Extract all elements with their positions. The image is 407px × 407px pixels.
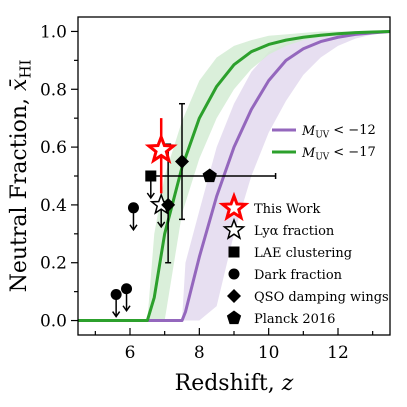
marker-circle	[127, 202, 139, 214]
line-series-1	[78, 29, 391, 323]
legend-entry: Planck 2016	[226, 310, 335, 327]
axis-ticks: 6 8 10 12 0.0 0.2 0.4 0.6 0.8 1.0	[40, 22, 374, 363]
point-circle	[110, 289, 122, 318]
data-points	[110, 102, 277, 318]
point-star-red	[144, 118, 178, 194]
legend-entry: QSO damping wings	[227, 289, 389, 305]
legend-label: LAE clustering	[254, 246, 352, 261]
y-tick-label: 0.4	[40, 196, 67, 216]
legend-entry: LAE clustering	[228, 246, 352, 261]
legend-label: MUV < −17	[301, 145, 376, 163]
band-series-2	[78, 31, 390, 321]
upper-limit-arrow	[146, 192, 155, 200]
x-tick-label: 12	[327, 343, 349, 363]
legend-label: QSO damping wings	[254, 290, 389, 305]
legend-marker-circle	[228, 268, 240, 280]
y-axis-label: Neutral Fraction, x̄HI	[7, 60, 34, 293]
marker-square	[145, 170, 157, 182]
point-circle	[127, 202, 139, 232]
line-series-2	[78, 29, 391, 323]
legend-label: Planck 2016	[254, 312, 335, 327]
legend-marker-star-red	[218, 191, 250, 222]
legend-entry: MUV < −12	[272, 123, 376, 141]
legend-entry: This Work	[218, 191, 321, 222]
x-axis-label: Redshift, z	[175, 371, 294, 396]
x-tick-label: 6	[125, 343, 136, 363]
x-tick-label: 8	[194, 343, 205, 363]
upper-limit-arrow	[129, 224, 138, 232]
legend-marker-pentagon	[226, 310, 242, 325]
x-tick-label: 10	[258, 343, 280, 363]
upper-limit-arrow	[112, 311, 121, 318]
legend-label: Lyα fraction	[254, 224, 335, 239]
legend-marker-diamond	[227, 289, 241, 303]
y-tick-label: 0.8	[40, 80, 67, 100]
point-diamond	[175, 102, 189, 221]
legend-curves: MUV < −12 MUV < −17	[272, 123, 376, 163]
marker-diamond	[161, 197, 176, 212]
legend-marker-star-open	[222, 217, 246, 240]
model-curves	[78, 29, 391, 323]
y-tick-label: 0.2	[40, 254, 67, 274]
legend-entry: MUV < −17	[272, 145, 376, 163]
marker-star-red	[144, 132, 178, 164]
point-square	[145, 170, 157, 200]
y-tick-label: 1.0	[40, 22, 67, 42]
marker-circle	[110, 289, 122, 301]
legend-label: Dark fraction	[254, 268, 343, 283]
marker-diamond	[175, 154, 189, 169]
legend-marker-square	[228, 246, 240, 258]
point-circle	[121, 283, 133, 313]
marker-circle	[121, 283, 133, 295]
point-pentagon	[153, 168, 277, 183]
legend-entry: Dark fraction	[228, 268, 343, 283]
legend-markers: This Work Lyα fraction LAE clustering Dark …	[218, 191, 389, 327]
legend-label: MUV < −12	[301, 123, 376, 141]
y-tick-label: 0.6	[40, 138, 67, 158]
upper-limit-arrow	[122, 305, 131, 313]
legend-entry: Lyα fraction	[222, 217, 335, 240]
marker-pentagon	[202, 168, 217, 183]
legend-label: This Work	[254, 202, 321, 217]
upper-limit-arrow	[157, 221, 166, 229]
y-tick-label: 0.0	[40, 312, 67, 332]
